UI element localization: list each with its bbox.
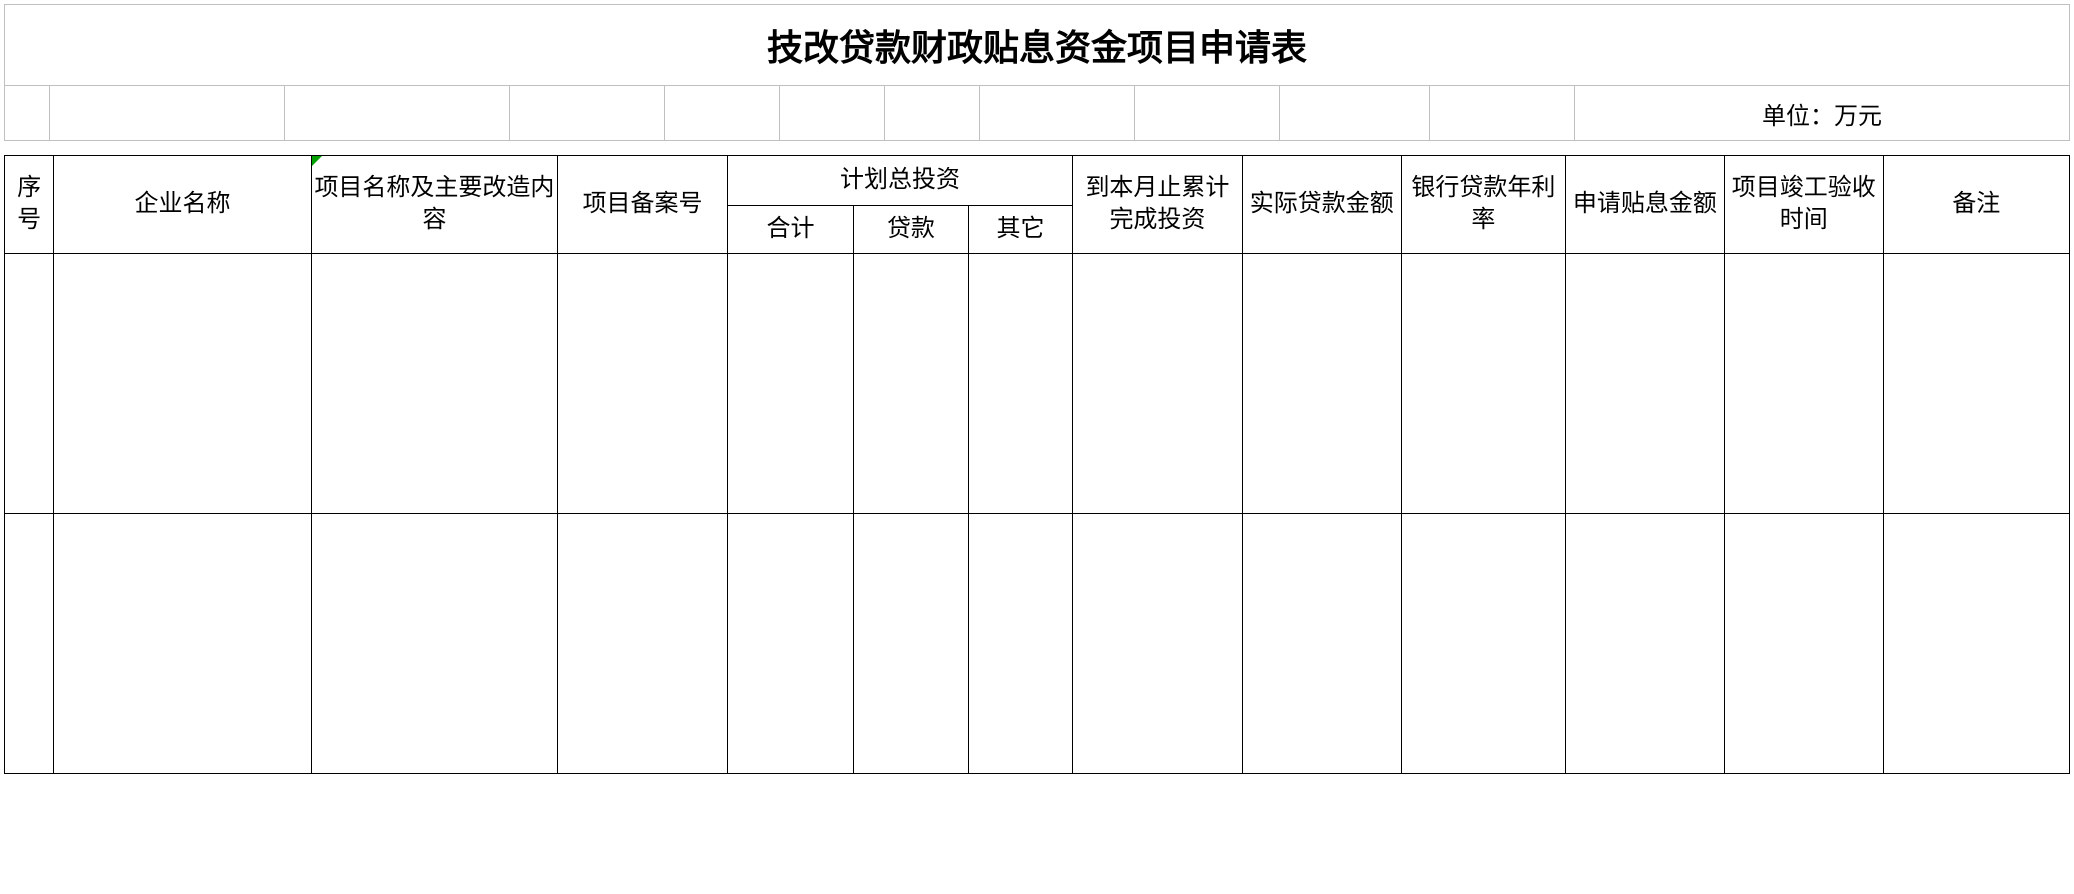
col-filing-no: 项目备案号 [558,156,728,254]
cell-filing-no[interactable] [558,514,728,774]
unit-spacer [1430,86,1575,140]
main-table: 序号 企业名称 项目名称及主要改造内容 项目备案号 计划总投资 到本月止累计完成… [4,155,2070,774]
unit-spacer [285,86,510,140]
cell-bank-rate[interactable] [1401,514,1565,774]
cell-completion[interactable] [1724,514,1883,774]
cell-actual-loan[interactable] [1242,514,1401,774]
form-title: 技改贷款财政贴息资金项目申请表 [4,4,2070,86]
unit-spacer [50,86,285,140]
col-planned-total: 计划总投资 [727,156,1072,206]
cell-completion[interactable] [1724,254,1883,514]
cell-subsidy[interactable] [1565,254,1724,514]
cell-bank-rate[interactable] [1401,254,1565,514]
cell-cumulative[interactable] [1073,254,1243,514]
cell-seq[interactable] [5,254,54,514]
unit-spacer [780,86,885,140]
col-planned-sum: 合计 [727,206,853,254]
application-form: 技改贷款财政贴息资金项目申请表 单位：万元 [4,4,2070,774]
col-cumulative: 到本月止累计完成投资 [1073,156,1243,254]
cell-seq[interactable] [5,514,54,774]
cell-remark[interactable] [1883,514,2069,774]
header-row-1: 序号 企业名称 项目名称及主要改造内容 项目备案号 计划总投资 到本月止累计完成… [5,156,2070,206]
cell-cumulative[interactable] [1073,514,1243,774]
cell-planned-other[interactable] [968,514,1072,774]
cell-planned-loan[interactable] [853,514,968,774]
col-planned-loan: 贷款 [853,206,968,254]
cell-project-content[interactable] [311,514,557,774]
col-actual-loan: 实际贷款金额 [1242,156,1401,254]
cell-planned-other[interactable] [968,254,1072,514]
col-project-content: 项目名称及主要改造内容 [311,156,557,254]
col-seq: 序号 [5,156,54,254]
cell-planned-sum[interactable] [727,514,853,774]
unit-spacer [885,86,980,140]
unit-label: 单位：万元 [1575,86,2069,140]
cell-subsidy[interactable] [1565,514,1724,774]
cell-enterprise[interactable] [54,254,311,514]
cell-filing-no[interactable] [558,254,728,514]
col-planned-other: 其它 [968,206,1072,254]
cell-enterprise[interactable] [54,514,311,774]
cell-actual-loan[interactable] [1242,254,1401,514]
cell-project-content[interactable] [311,254,557,514]
unit-spacer [980,86,1135,140]
col-enterprise: 企业名称 [54,156,311,254]
unit-row: 单位：万元 [4,86,2070,141]
table-row [5,254,2070,514]
cell-remark[interactable] [1883,254,2069,514]
col-remark: 备注 [1883,156,2069,254]
table-row [5,514,2070,774]
unit-spacer [1135,86,1280,140]
col-completion: 项目竣工验收时间 [1724,156,1883,254]
col-bank-rate: 银行贷款年利率 [1401,156,1565,254]
unit-spacer [510,86,665,140]
unit-spacer [5,86,50,140]
gap-row [4,141,2070,155]
cell-planned-loan[interactable] [853,254,968,514]
unit-spacer [665,86,780,140]
col-subsidy: 申请贴息金额 [1565,156,1724,254]
cell-planned-sum[interactable] [727,254,853,514]
unit-spacer [1280,86,1430,140]
